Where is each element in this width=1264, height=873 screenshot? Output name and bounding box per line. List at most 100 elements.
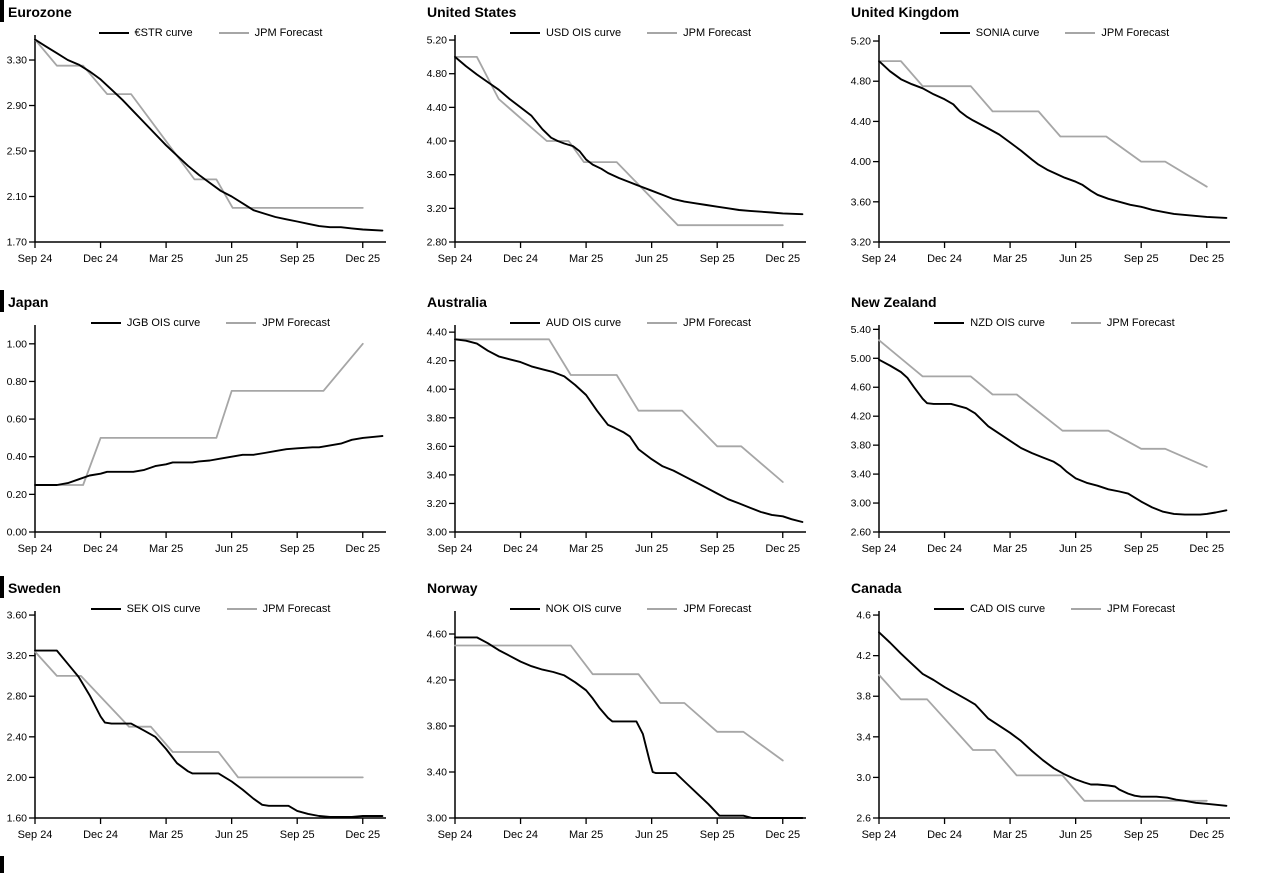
x-tick-label: Jun 25 xyxy=(215,543,248,555)
chart-plot: 5.40 5.00 4.60 4.20 3.80 3.40 3.00 2.60 Sep 24 De… xyxy=(851,324,1230,555)
y-tick-label: 3.20 xyxy=(7,650,28,662)
x-tick-label: Sep 25 xyxy=(700,253,735,265)
legend-item-series: NZD OIS curve xyxy=(934,317,1045,329)
legend-item-forecast: JPM Forecast xyxy=(647,603,751,615)
series-legend-label: SONIA curve xyxy=(975,27,1040,39)
x-tick-label: Jun 25 xyxy=(215,253,248,265)
y-tick-label: 4.00 xyxy=(427,384,448,396)
forecast-legend-label: JPM Forecast xyxy=(1107,603,1176,615)
forecast-line xyxy=(454,56,784,227)
next-section-marker xyxy=(0,856,4,873)
chart-legend: USD OIS curve JPM Forecast xyxy=(455,27,806,39)
series-line xyxy=(454,338,804,523)
x-tick-label: Dec 25 xyxy=(765,829,800,841)
y-tick-label: 4.20 xyxy=(427,675,448,687)
chart-cell-united-states: United States USD OIS curve JPM Forecast… xyxy=(420,0,844,290)
series-line xyxy=(454,636,804,819)
series-line-swatch xyxy=(933,608,964,610)
chart-cell-australia: Australia AUD OIS curve JPM Forecast 4.4… xyxy=(420,290,844,576)
series-legend-label: NOK OIS curve xyxy=(545,603,622,615)
forecast-line-swatch xyxy=(218,32,249,34)
y-tick-label: 4.80 xyxy=(851,76,872,88)
legend-item-forecast: JPM Forecast xyxy=(1070,317,1175,329)
series-line-swatch xyxy=(934,322,965,324)
series-line-swatch xyxy=(509,322,540,324)
chart-title: Australia xyxy=(427,294,487,310)
chart-title: New Zealand xyxy=(851,294,937,310)
chart-legend: AUD OIS curve JPM Forecast xyxy=(455,317,806,329)
legend-item-series: SEK OIS curve xyxy=(90,603,201,615)
y-tick-label: 3.20 xyxy=(851,237,872,249)
x-tick-label: Dec 24 xyxy=(83,543,118,555)
x-tick-label: Mar 25 xyxy=(149,829,183,841)
forecast-line xyxy=(454,644,784,762)
y-tick-label: 3.00 xyxy=(427,813,448,825)
x-tick-label: Dec 25 xyxy=(345,253,380,265)
y-tick-label: 2.6 xyxy=(856,813,871,825)
x-tick-label: Dec 25 xyxy=(1189,543,1224,555)
chart-title: Canada xyxy=(851,580,902,596)
y-tick-label: 2.10 xyxy=(7,191,28,203)
y-tick-label: 0.20 xyxy=(7,489,28,501)
x-tick-label: Sep 24 xyxy=(18,543,53,555)
x-tick-label: Dec 24 xyxy=(927,253,962,265)
chart-cell-eurozone: Eurozone €STR curve JPM Forecast 3.30 2.9… xyxy=(0,0,420,290)
y-tick-label: 2.00 xyxy=(7,772,28,784)
y-tick-label: 4.20 xyxy=(427,355,448,367)
series-line-swatch xyxy=(509,608,540,610)
forecast-line-swatch xyxy=(647,608,678,610)
x-tick-label: Sep 25 xyxy=(700,543,735,555)
chart-title: United States xyxy=(427,4,517,20)
x-tick-label: Sep 25 xyxy=(280,253,315,265)
y-tick-label: 2.90 xyxy=(7,100,28,112)
chart-legend: JGB OIS curve JPM Forecast xyxy=(35,317,386,329)
series-line xyxy=(878,60,1228,219)
x-tick-label: Dec 25 xyxy=(345,829,380,841)
x-tick-label: Dec 24 xyxy=(927,829,962,841)
y-tick-label: 0.40 xyxy=(7,451,28,463)
forecast-line xyxy=(878,674,1208,802)
y-tick-label: 5.20 xyxy=(427,35,448,47)
y-tick-label: 1.70 xyxy=(7,237,28,249)
legend-item-series: USD OIS curve xyxy=(509,27,621,39)
y-tick-label: 3.40 xyxy=(851,469,872,481)
y-tick-label: 3.00 xyxy=(427,527,448,539)
y-tick-label: 5.20 xyxy=(851,36,872,48)
chart-plot: 4.60 4.20 3.80 3.40 3.00 Sep 24 Dec 24 Mar 25 Ju… xyxy=(427,611,806,841)
series-legend-label: JGB OIS curve xyxy=(126,317,201,329)
y-tick-label: 3.80 xyxy=(427,721,448,733)
x-tick-label: Jun 25 xyxy=(1059,253,1092,265)
forecast-line xyxy=(878,339,1208,468)
y-tick-label: 1.00 xyxy=(7,338,28,350)
series-line-swatch xyxy=(509,32,540,34)
chart-cell-japan: Japan JGB OIS curve JPM Forecast 1.00 0.8… xyxy=(0,290,420,576)
y-tick-label: 3.40 xyxy=(427,469,448,481)
y-tick-label: 3.8 xyxy=(856,691,871,703)
series-line xyxy=(878,358,1228,516)
chart-cell-canada: Canada CAD OIS curve JPM Forecast 4.6 4.2… xyxy=(844,576,1264,873)
y-tick-label: 3.30 xyxy=(7,55,28,67)
series-legend-label: €STR curve xyxy=(134,27,193,39)
x-tick-label: Sep 25 xyxy=(700,829,735,841)
chart-plot: 1.00 0.80 0.60 0.40 0.20 0.00 Sep 24 Dec 24 Mar … xyxy=(7,325,386,555)
x-tick-label: Mar 25 xyxy=(993,543,1027,555)
chart-plot: 4.6 4.2 3.8 3.4 3.0 2.6 Sep 24 Dec 24 Mar 25 Jun … xyxy=(856,610,1230,841)
y-tick-label: 1.60 xyxy=(7,813,28,825)
x-tick-label: Sep 24 xyxy=(438,543,473,555)
x-tick-label: Dec 25 xyxy=(1189,253,1224,265)
x-tick-label: Mar 25 xyxy=(569,829,603,841)
chart-plot: 5.20 4.80 4.40 4.00 3.60 3.20 Sep 24 Dec 24 Mar … xyxy=(851,35,1230,265)
series-line xyxy=(34,435,384,486)
y-tick-label: 4.2 xyxy=(856,650,871,662)
x-tick-label: Mar 25 xyxy=(569,253,603,265)
forecast-line xyxy=(878,60,1208,188)
x-tick-label: Dec 24 xyxy=(83,253,118,265)
chart-plot: 3.60 3.20 2.80 2.40 2.00 1.60 Sep 24 Dec 24 Mar … xyxy=(7,610,386,841)
x-tick-label: Sep 24 xyxy=(18,253,53,265)
chart-cell-sweden: Sweden SEK OIS curve JPM Forecast 3.60 3.… xyxy=(0,576,420,873)
forecast-legend-label: JPM Forecast xyxy=(683,27,752,39)
forecast-line-swatch xyxy=(1070,322,1101,324)
y-tick-label: 2.40 xyxy=(7,731,28,743)
forecast-line xyxy=(34,650,364,779)
legend-item-forecast: JPM Forecast xyxy=(218,27,322,39)
